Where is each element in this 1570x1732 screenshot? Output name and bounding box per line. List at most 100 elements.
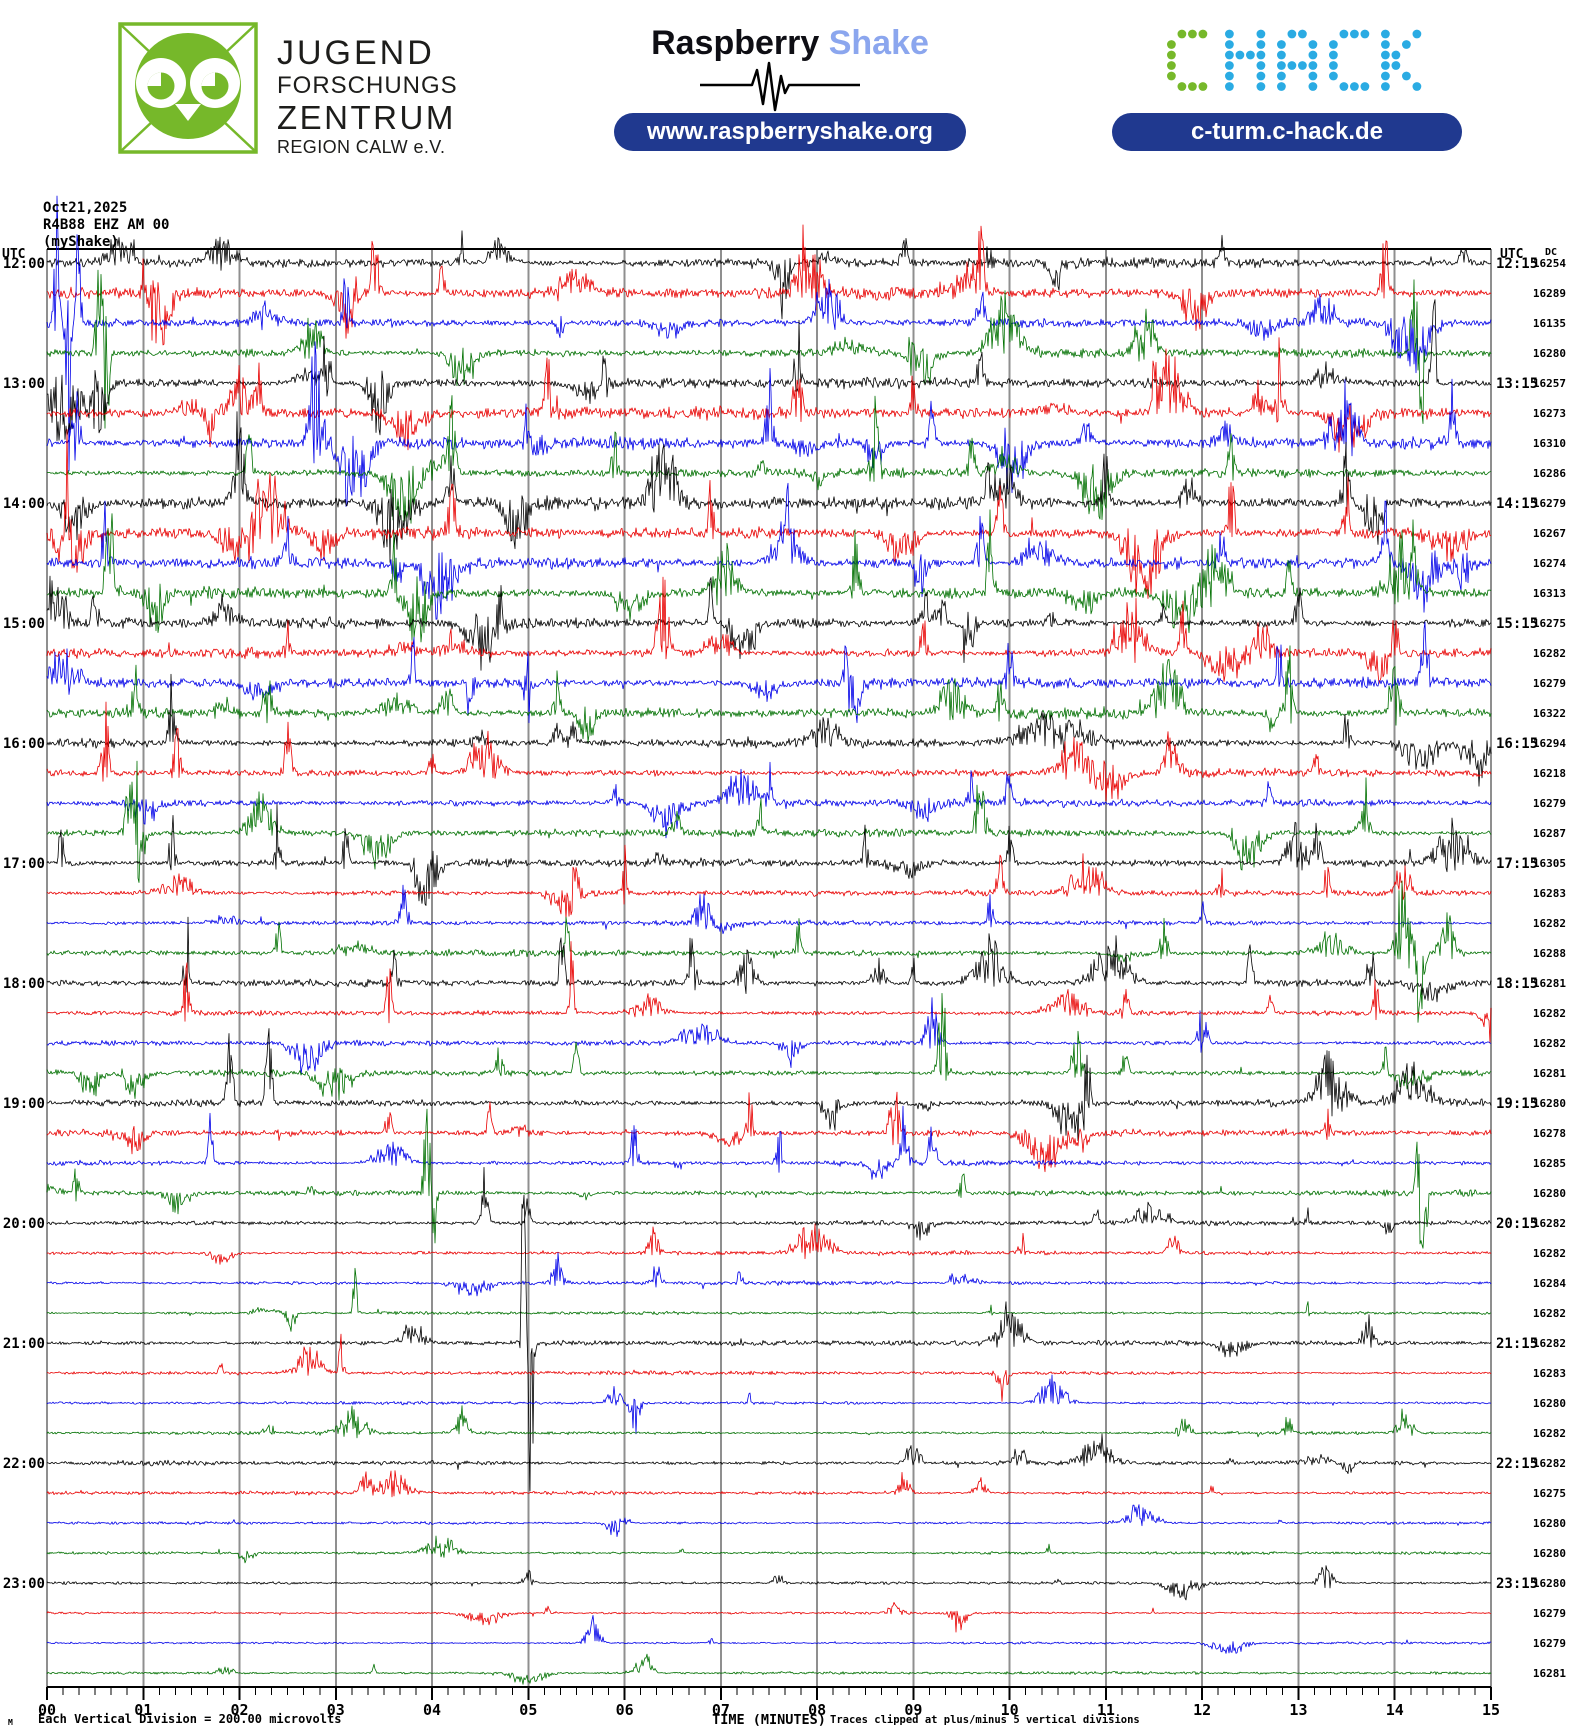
trace-row-21 bbox=[46, 844, 1492, 920]
trace-row-45 bbox=[46, 1602, 1492, 1633]
chack-dot bbox=[1381, 40, 1390, 49]
trace-row-12 bbox=[46, 575, 1492, 671]
jfz-wordmark: JUGEND FORSCHUNGS ZENTRUM REGION CALW e.… bbox=[277, 36, 458, 156]
row-dc-value: 16286 bbox=[1533, 467, 1566, 480]
row-right-time-label: 20:15 bbox=[1496, 1216, 1538, 1232]
footer-corner-mark: M bbox=[8, 1718, 13, 1727]
raspberryshake-link[interactable]: www.raspberryshake.org bbox=[614, 113, 966, 151]
row-right-time-label: 19:15 bbox=[1496, 1096, 1538, 1112]
chack-dot bbox=[1329, 50, 1338, 60]
chack-dot bbox=[1381, 29, 1390, 39]
seismic-traces bbox=[46, 195, 1492, 1685]
row-dc-value: 16278 bbox=[1533, 1127, 1566, 1140]
trace-row-8 bbox=[46, 411, 1492, 563]
trace-row-13 bbox=[46, 576, 1492, 684]
x-tick-label: 03 bbox=[327, 1701, 345, 1719]
chack-dot bbox=[1381, 82, 1390, 91]
chack-dot bbox=[1277, 40, 1286, 49]
chack-dot bbox=[1329, 71, 1338, 81]
chack-dot bbox=[1246, 50, 1255, 60]
chack-dot bbox=[1360, 29, 1370, 39]
trace-row-43 bbox=[46, 1535, 1491, 1564]
x-tick-label: 15 bbox=[1482, 1701, 1500, 1719]
row-right-time-label: 22:15 bbox=[1496, 1456, 1538, 1472]
chack-dot bbox=[1198, 82, 1208, 91]
dc-header: DC bbox=[1545, 247, 1557, 258]
x-tick-label: 08 bbox=[808, 1701, 826, 1719]
chack-dot bbox=[1225, 40, 1234, 49]
trace-row-9 bbox=[46, 429, 1492, 599]
trace-row-26 bbox=[46, 997, 1492, 1075]
trace-row-32 bbox=[46, 1167, 1492, 1241]
row-dc-value: 16283 bbox=[1533, 1367, 1566, 1380]
x-axis-title: TIME (MINUTES) bbox=[712, 1712, 826, 1728]
chack-dot bbox=[1167, 50, 1176, 60]
x-tick-label: 00 bbox=[38, 1701, 56, 1719]
trace-row-38 bbox=[46, 1374, 1492, 1435]
jfz-line-forschungs: FORSCHUNGS bbox=[277, 72, 458, 99]
trace-row-6 bbox=[46, 341, 1492, 507]
chack-dot bbox=[1277, 50, 1286, 60]
trace-row-4 bbox=[46, 299, 1492, 442]
chack-dot bbox=[1235, 50, 1245, 60]
chack-dot bbox=[1256, 50, 1266, 60]
raspberryshake-wordmark-light: Shake bbox=[828, 24, 929, 62]
chack-dot bbox=[1256, 40, 1266, 49]
chack-dot bbox=[1412, 82, 1422, 91]
chack-dot bbox=[1188, 29, 1197, 39]
trace-row-10 bbox=[46, 482, 1492, 620]
row-dc-value: 16310 bbox=[1533, 437, 1566, 450]
footer-clip-note: Traces clipped at plus/minus 5 vertical … bbox=[830, 1714, 1140, 1726]
x-tick-label: 04 bbox=[423, 1701, 441, 1719]
x-tick-label: 02 bbox=[231, 1701, 249, 1719]
chack-dot bbox=[1329, 61, 1338, 70]
x-tick-label: 14 bbox=[1386, 1701, 1404, 1719]
row-left-time-label: 19:00 bbox=[3, 1096, 45, 1112]
trace-row-35 bbox=[46, 1267, 1492, 1332]
chack-dot bbox=[1308, 61, 1318, 70]
row-dc-value: 16280 bbox=[1533, 1097, 1566, 1110]
row-dc-value: 16254 bbox=[1533, 257, 1566, 270]
jfz-logo bbox=[118, 22, 258, 159]
chack-dot bbox=[1188, 82, 1197, 91]
chack-link[interactable]: c-turm.c-hack.de bbox=[1112, 113, 1462, 151]
x-tick-label: 10 bbox=[1001, 1701, 1019, 1719]
trace-row-25 bbox=[46, 941, 1492, 1044]
trace-row-18 bbox=[46, 761, 1492, 839]
station-info-line: R4B88 EHZ AM 00 bbox=[43, 217, 169, 233]
station-info-line: (myShake) bbox=[43, 234, 119, 250]
jfz-line-region: REGION CALW e.V. bbox=[277, 137, 446, 157]
trace-row-17 bbox=[46, 701, 1492, 802]
row-left-time-label: 15:00 bbox=[3, 616, 45, 632]
row-dc-value: 16267 bbox=[1533, 527, 1566, 540]
chack-dot bbox=[1277, 82, 1286, 91]
row-dc-value: 16285 bbox=[1533, 1157, 1566, 1170]
row-left-time-label: 21:00 bbox=[3, 1336, 45, 1352]
row-left-time-label: 14:00 bbox=[3, 496, 45, 512]
row-dc-value: 16257 bbox=[1533, 377, 1566, 390]
row-dc-value: 16275 bbox=[1533, 1487, 1566, 1500]
row-dc-value: 16275 bbox=[1533, 617, 1566, 630]
chack-dot bbox=[1277, 61, 1286, 70]
row-right-time-label: 15:15 bbox=[1496, 616, 1538, 632]
row-right-time-label: 17:15 bbox=[1496, 856, 1538, 872]
row-dc-value: 16279 bbox=[1533, 1607, 1566, 1620]
chack-dot bbox=[1350, 82, 1359, 91]
trace-row-14 bbox=[46, 621, 1492, 724]
trace-row-28 bbox=[46, 1028, 1492, 1142]
trace-row-27 bbox=[46, 993, 1492, 1101]
row-left-time-label: 23:00 bbox=[3, 1576, 45, 1592]
raspberryshake-logo: Raspberry Shake bbox=[614, 24, 966, 63]
row-dc-value: 16274 bbox=[1533, 557, 1566, 570]
chack-dot bbox=[1391, 61, 1401, 70]
row-dc-value: 16281 bbox=[1533, 977, 1566, 990]
trace-row-37 bbox=[46, 1333, 1492, 1402]
chack-dot bbox=[1381, 61, 1390, 70]
row-right-time-label: 18:15 bbox=[1496, 976, 1538, 992]
row-right-time-label: 12:15 bbox=[1496, 256, 1538, 272]
chack-dot bbox=[1308, 50, 1318, 60]
chack-dot bbox=[1339, 29, 1349, 39]
row-left-time-label: 16:00 bbox=[3, 736, 45, 752]
chack-dot bbox=[1308, 40, 1318, 49]
row-dc-value: 16282 bbox=[1533, 1337, 1566, 1350]
